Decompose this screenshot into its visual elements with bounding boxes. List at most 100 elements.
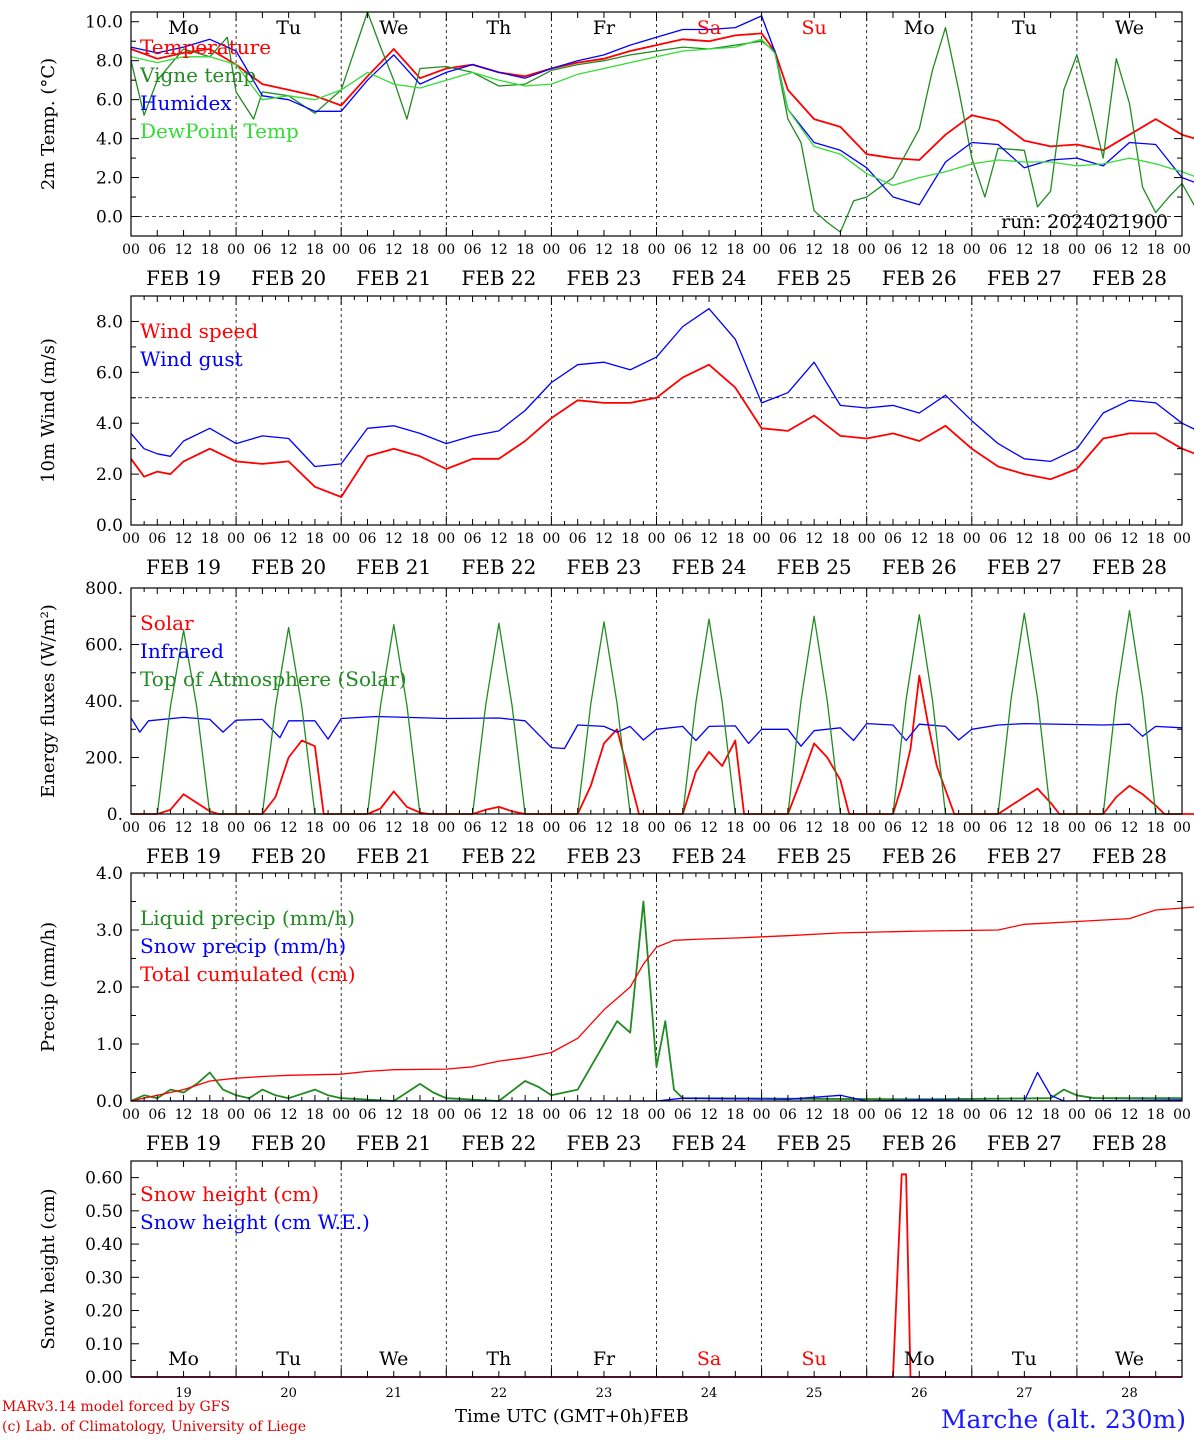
run-label: run: 2024021900 [1001, 211, 1168, 233]
day-number-label: 23 [596, 1386, 613, 1401]
hour-tick-label: 06 [884, 820, 902, 836]
hour-tick-label: 06 [148, 531, 166, 547]
hour-tick-label: 06 [464, 820, 482, 836]
hour-tick-label: 00 [227, 242, 245, 258]
legend-entry: Wind gust [140, 347, 243, 371]
hour-tick-label: 00 [227, 1107, 245, 1123]
hour-tick-label: 00 [122, 531, 140, 547]
hour-tick-label: 00 [227, 531, 245, 547]
date-label: FEB 20 [251, 1131, 326, 1155]
y-axis-label: 2m Temp. (°C) [38, 58, 59, 190]
y-axis-label: Energy fluxes (W/m²) [38, 604, 59, 798]
hour-tick-label: 18 [832, 531, 850, 547]
y-tick-label: 400. [85, 692, 123, 712]
hour-tick-label: 00 [122, 242, 140, 258]
hour-tick-label: 06 [884, 531, 902, 547]
legend-entry: Infrared [140, 639, 224, 663]
date-label: FEB 27 [987, 1131, 1062, 1155]
hour-tick-label: 18 [937, 1107, 955, 1123]
hour-tick-label: 18 [621, 1107, 639, 1123]
hour-tick-label: 12 [805, 820, 823, 836]
hour-tick-label: 06 [674, 531, 692, 547]
date-label: FEB 27 [987, 555, 1062, 579]
hour-tick-label: 18 [726, 820, 744, 836]
hour-tick-label: 06 [148, 1107, 166, 1123]
y-tick-label: 0.20 [85, 1302, 123, 1322]
date-label: FEB 26 [882, 1131, 957, 1155]
date-label: FEB 22 [461, 555, 536, 579]
y-tick-label: 2.0 [96, 169, 123, 189]
hour-tick-label: 18 [516, 820, 534, 836]
hour-tick-label: 18 [832, 1107, 850, 1123]
hour-tick-label: 12 [1015, 820, 1033, 836]
day-number-label: 27 [1016, 1386, 1033, 1401]
date-label: FEB 26 [882, 266, 957, 290]
date-label: FEB 24 [672, 1131, 747, 1155]
hour-tick-label: 00 [648, 242, 666, 258]
legend-entry: Humidex [140, 91, 232, 115]
hour-tick-label: 12 [910, 531, 928, 547]
hour-tick-label: 18 [832, 820, 850, 836]
y-tick-label: 0.40 [85, 1235, 123, 1255]
day-number-label: 19 [175, 1386, 192, 1401]
hour-tick-label: 12 [595, 1107, 613, 1123]
hour-tick-label: 18 [306, 242, 324, 258]
date-label: FEB 25 [777, 844, 852, 868]
hour-tick-label: 00 [1173, 1107, 1191, 1123]
hour-tick-label: 12 [805, 531, 823, 547]
date-label: FEB 21 [356, 266, 431, 290]
hour-tick-label: 18 [201, 531, 219, 547]
hour-tick-label: 00 [542, 1107, 560, 1123]
legend-entry: Total cumulated (cm) [140, 962, 356, 986]
hour-tick-label: 18 [411, 242, 429, 258]
hour-tick-label: 06 [569, 242, 587, 258]
series-line [130, 38, 1194, 187]
y-tick-label: 6.0 [96, 91, 123, 111]
y-tick-label: 4.0 [96, 130, 123, 150]
hour-tick-label: 18 [201, 820, 219, 836]
day-of-week-label: Tu [276, 17, 301, 39]
hour-tick-label: 18 [411, 531, 429, 547]
date-label: FEB 20 [251, 555, 326, 579]
hour-tick-label: 06 [884, 242, 902, 258]
hour-tick-label: 18 [1042, 242, 1060, 258]
hour-tick-label: 18 [1042, 531, 1060, 547]
hour-tick-label: 06 [148, 242, 166, 258]
hour-tick-label: 18 [411, 1107, 429, 1123]
hour-tick-label: 06 [779, 820, 797, 836]
hour-tick-label: 00 [1173, 820, 1191, 836]
y-tick-label: 6.0 [96, 363, 123, 383]
day-of-week-label: Th [486, 17, 511, 39]
hour-tick-label: 00 [648, 1107, 666, 1123]
date-label: FEB 24 [672, 266, 747, 290]
date-label: FEB 21 [356, 844, 431, 868]
hour-tick-label: 06 [989, 531, 1007, 547]
hour-tick-label: 00 [437, 242, 455, 258]
hour-tick-label: 00 [858, 820, 876, 836]
y-tick-label: 800. [85, 579, 123, 599]
hour-tick-label: 18 [1042, 1107, 1060, 1123]
hour-tick-label: 18 [621, 820, 639, 836]
hour-tick-label: 00 [122, 1107, 140, 1123]
date-label: FEB 24 [672, 844, 747, 868]
series-line [130, 363, 1194, 498]
hour-tick-label: 00 [1173, 531, 1191, 547]
hour-tick-label: 18 [1147, 820, 1165, 836]
hour-tick-label: 18 [1147, 1107, 1165, 1123]
hour-tick-label: 00 [963, 820, 981, 836]
date-label: FEB 21 [356, 555, 431, 579]
date-label: FEB 25 [777, 1131, 852, 1155]
hour-tick-label: 00 [332, 820, 350, 836]
hour-tick-label: 06 [884, 1107, 902, 1123]
date-label: FEB 26 [882, 555, 957, 579]
hour-tick-label: 06 [674, 820, 692, 836]
y-tick-label: 0.0 [96, 516, 123, 536]
hour-tick-label: 12 [385, 1107, 403, 1123]
hour-tick-label: 12 [910, 1107, 928, 1123]
hour-tick-label: 00 [1068, 531, 1086, 547]
hour-tick-label: 12 [805, 1107, 823, 1123]
date-label: FEB 28 [1092, 1131, 1167, 1155]
hour-tick-label: 06 [464, 1107, 482, 1123]
hour-tick-label: 06 [779, 1107, 797, 1123]
